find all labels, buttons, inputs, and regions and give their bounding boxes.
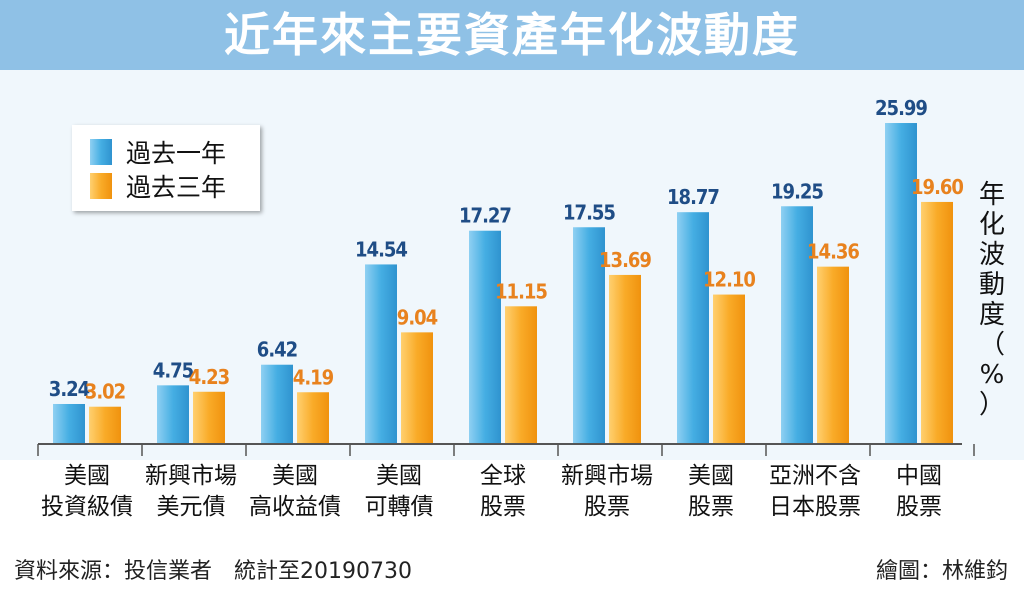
data-label-three-year: 12.10	[703, 268, 755, 292]
legend-swatch-blue	[90, 139, 112, 165]
category-label: 亞洲不含	[769, 463, 861, 489]
y-axis-title-char: （	[972, 330, 1012, 360]
category-label: 高收益債	[249, 494, 341, 520]
bar-one-year	[365, 264, 397, 444]
data-label-one-year: 3.24	[49, 377, 90, 401]
legend: 過去一年 過去三年	[72, 125, 260, 211]
source-note: 資料來源：投信業者 統計至20190730	[14, 553, 412, 585]
data-label-one-year: 19.25	[771, 179, 823, 203]
bar-three-year	[401, 332, 433, 444]
category-label: 股票	[896, 494, 942, 520]
data-label-three-year: 9.04	[397, 305, 438, 329]
data-label-one-year: 17.55	[563, 200, 615, 224]
bar-three-year	[713, 295, 745, 444]
bar-one-year	[469, 231, 501, 444]
category-label: 美國	[688, 463, 734, 489]
data-label-three-year: 11.15	[495, 279, 547, 303]
bar-three-year	[297, 392, 329, 444]
category-label: 股票	[480, 494, 526, 520]
category-label: 新興市場	[561, 463, 653, 489]
data-label-one-year: 6.42	[257, 338, 297, 362]
category-label: 可轉債	[365, 494, 434, 520]
bar-three-year	[817, 267, 849, 444]
category-label: 美元債	[157, 494, 226, 520]
legend-item-one-year: 過去一年	[90, 137, 226, 167]
bar-one-year	[53, 404, 85, 444]
y-axis-title-char: %	[972, 360, 1012, 390]
y-axis-title-char: ）	[972, 390, 1012, 420]
y-axis-title: 年 化 波 動 度 （ % ）	[972, 180, 1012, 420]
data-label-three-year: 4.23	[189, 365, 230, 389]
data-label-one-year: 14.54	[355, 237, 407, 261]
data-label-one-year: 25.99	[875, 96, 927, 120]
legend-swatch-orange	[90, 173, 112, 199]
bar-one-year	[157, 385, 189, 444]
legend-label-one-year: 過去一年	[126, 134, 226, 170]
bar-three-year	[505, 306, 537, 444]
category-label: 投資級債	[41, 494, 133, 520]
data-label-one-year: 17.27	[459, 204, 511, 228]
data-label-one-year: 18.77	[667, 185, 719, 209]
bar-three-year	[89, 407, 121, 444]
bar-one-year	[677, 212, 709, 444]
bar-three-year	[193, 392, 225, 444]
category-label: 美國	[272, 463, 318, 489]
category-label: 股票	[688, 494, 734, 520]
y-axis-title-char: 波	[972, 240, 1012, 270]
bar-one-year	[885, 123, 917, 444]
legend-label-three-year: 過去三年	[126, 168, 226, 204]
data-label-three-year: 14.36	[807, 240, 859, 264]
data-label-one-year: 4.75	[153, 358, 194, 382]
y-axis-title-char: 年	[972, 180, 1012, 210]
y-axis-title-char: 動	[972, 270, 1012, 300]
bar-one-year	[261, 365, 293, 444]
category-label: 全球	[480, 463, 526, 489]
data-label-three-year: 3.02	[85, 380, 125, 404]
bar-three-year	[609, 275, 641, 444]
data-label-three-year: 4.19	[293, 365, 334, 389]
category-label: 美國	[64, 463, 110, 489]
y-axis-title-char: 度	[972, 300, 1012, 330]
category-label: 日本股票	[769, 494, 861, 520]
graphic-credit: 繪圖：林維鈞	[876, 553, 1008, 585]
category-label: 新興市場	[145, 463, 237, 489]
bar-three-year	[921, 202, 953, 444]
category-label: 美國	[376, 463, 422, 489]
category-label: 股票	[584, 494, 630, 520]
data-label-three-year: 19.60	[911, 175, 963, 199]
y-axis-title-char: 化	[972, 210, 1012, 240]
category-label: 中國	[896, 463, 942, 489]
legend-item-three-year: 過去三年	[90, 171, 226, 201]
data-label-three-year: 13.69	[599, 248, 651, 272]
